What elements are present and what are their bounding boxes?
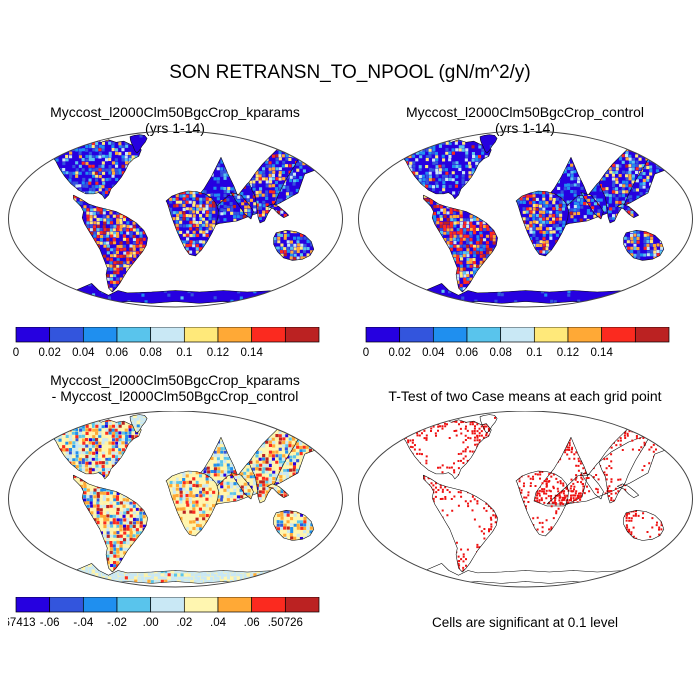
svg-text:0.12: 0.12 [557, 347, 579, 359]
svg-text:.04: .04 [210, 617, 227, 629]
svg-text:0.04: 0.04 [422, 347, 445, 359]
svg-text:0.1: 0.1 [526, 347, 542, 359]
svg-text:0.06: 0.06 [456, 347, 478, 359]
svg-text:0: 0 [363, 347, 369, 359]
svg-text:-.67413: -.67413 [8, 617, 36, 629]
svg-text:0: 0 [13, 347, 19, 359]
svg-text:-.06: -.06 [40, 617, 60, 629]
svg-text:0.08: 0.08 [489, 347, 511, 359]
svg-text:-.04: -.04 [73, 617, 93, 629]
svg-text:0.06: 0.06 [106, 347, 128, 359]
svg-text:0.14: 0.14 [240, 347, 263, 359]
svg-text:.02: .02 [176, 617, 192, 629]
svg-text:.50726: .50726 [268, 617, 303, 629]
svg-text:0.02: 0.02 [38, 347, 60, 359]
svg-text:.06: .06 [244, 617, 260, 629]
svg-text:.00: .00 [143, 617, 159, 629]
svg-text:0.1: 0.1 [176, 347, 192, 359]
svg-text:0.12: 0.12 [207, 347, 229, 359]
svg-text:0.04: 0.04 [72, 347, 95, 359]
svg-text:0.14: 0.14 [590, 347, 613, 359]
svg-text:0.08: 0.08 [139, 347, 161, 359]
svg-text:0.02: 0.02 [388, 347, 410, 359]
svg-text:-.02: -.02 [107, 617, 127, 629]
